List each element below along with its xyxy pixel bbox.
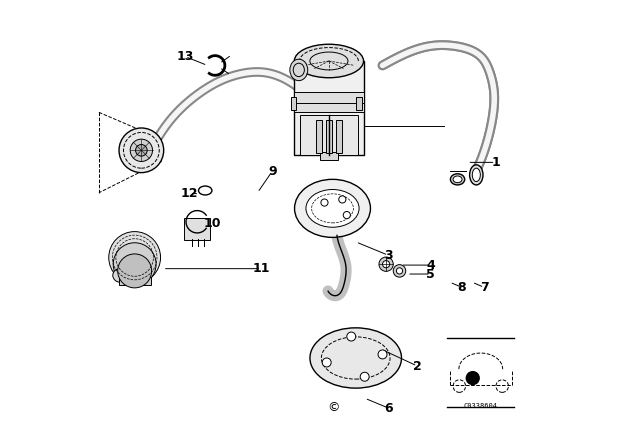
FancyBboxPatch shape	[316, 120, 322, 152]
Text: 4: 4	[426, 258, 435, 271]
Circle shape	[393, 265, 406, 277]
Circle shape	[130, 139, 152, 161]
FancyBboxPatch shape	[184, 218, 210, 240]
Circle shape	[379, 257, 393, 271]
Ellipse shape	[113, 268, 130, 283]
Text: 1: 1	[491, 156, 500, 169]
FancyBboxPatch shape	[300, 116, 358, 155]
Circle shape	[113, 243, 156, 286]
Ellipse shape	[306, 190, 359, 227]
Circle shape	[322, 358, 331, 367]
FancyBboxPatch shape	[320, 152, 338, 160]
Circle shape	[383, 261, 390, 268]
FancyBboxPatch shape	[294, 92, 364, 103]
Circle shape	[347, 332, 356, 341]
Ellipse shape	[290, 59, 308, 81]
FancyBboxPatch shape	[291, 97, 296, 110]
FancyBboxPatch shape	[335, 120, 342, 152]
FancyBboxPatch shape	[119, 277, 151, 285]
Text: 12: 12	[181, 187, 198, 200]
Circle shape	[465, 371, 480, 385]
Text: 8: 8	[458, 281, 467, 294]
Text: 6: 6	[384, 401, 393, 414]
Ellipse shape	[310, 328, 401, 388]
Text: 9: 9	[268, 165, 276, 178]
Circle shape	[109, 232, 161, 284]
Text: C0338604: C0338604	[464, 403, 498, 409]
Ellipse shape	[451, 174, 465, 185]
Circle shape	[378, 350, 387, 359]
Text: 13: 13	[177, 50, 194, 63]
FancyBboxPatch shape	[294, 61, 364, 155]
Circle shape	[343, 211, 350, 219]
Circle shape	[360, 372, 369, 381]
Ellipse shape	[294, 179, 371, 237]
Ellipse shape	[453, 176, 462, 183]
FancyBboxPatch shape	[326, 120, 332, 152]
Text: ©: ©	[327, 401, 340, 414]
Text: 5: 5	[426, 267, 435, 280]
FancyBboxPatch shape	[294, 101, 364, 112]
Text: 10: 10	[203, 216, 221, 230]
Circle shape	[321, 199, 328, 206]
Circle shape	[118, 254, 152, 288]
Text: 3: 3	[384, 249, 393, 262]
Text: 2: 2	[413, 360, 422, 373]
Circle shape	[396, 268, 403, 274]
Circle shape	[119, 128, 164, 172]
Circle shape	[339, 196, 346, 203]
Ellipse shape	[470, 165, 483, 185]
Text: 7: 7	[480, 281, 489, 294]
Text: 11: 11	[252, 262, 270, 275]
FancyBboxPatch shape	[356, 97, 362, 110]
Circle shape	[136, 145, 147, 156]
Ellipse shape	[472, 168, 481, 181]
Ellipse shape	[294, 44, 364, 78]
